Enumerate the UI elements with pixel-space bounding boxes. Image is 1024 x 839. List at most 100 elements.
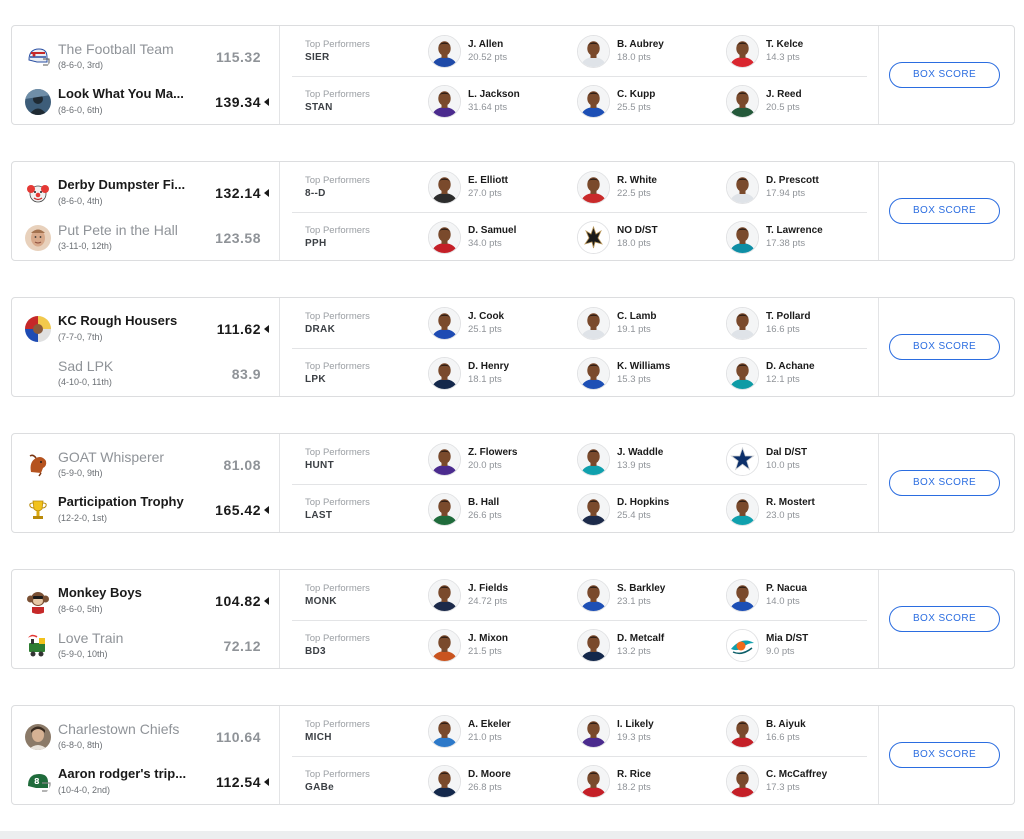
player-name[interactable]: J. Fields	[468, 583, 509, 594]
player-card[interactable]: I. Likely 19.3 pts	[577, 715, 717, 749]
player-name[interactable]: J. Waddle	[617, 447, 664, 458]
box-score-button[interactable]: BOX SCORE	[889, 742, 1000, 768]
player-card[interactable]: R. White 22.5 pts	[577, 171, 717, 205]
player-card[interactable]: J. Reed 20.5 pts	[726, 85, 866, 119]
team-name[interactable]: Put Pete in the Hall	[58, 222, 178, 238]
player-card[interactable]: D. Samuel 34.0 pts	[428, 221, 568, 255]
team-name[interactable]: Look What You Ma...	[58, 86, 184, 101]
player-card[interactable]: J. Mixon 21.5 pts	[428, 629, 568, 663]
player-name[interactable]: D. Metcalf	[617, 633, 665, 644]
player-card[interactable]: C. McCaffrey 17.3 pts	[726, 765, 866, 799]
player-card[interactable]: Dal D/ST 10.0 pts	[726, 443, 866, 477]
player-name[interactable]: J. Mixon	[468, 633, 509, 644]
player-card[interactable]: NO D/ST 18.0 pts	[577, 221, 717, 255]
team-row[interactable]: GOAT Whisperer (5-9-0, 9th) 81.08	[12, 448, 279, 488]
player-card[interactable]: P. Nacua 14.0 pts	[726, 579, 866, 613]
player-name[interactable]: J. Reed	[766, 89, 802, 100]
player-card[interactable]: T. Pollard 16.6 pts	[726, 307, 866, 341]
player-name[interactable]: C. McCaffrey	[766, 769, 828, 780]
player-card[interactable]: K. Williams 15.3 pts	[577, 357, 717, 391]
player-name[interactable]: B. Aiyuk	[766, 719, 806, 730]
player-name[interactable]: C. Kupp	[617, 89, 656, 100]
player-name[interactable]: B. Aubrey	[617, 39, 664, 50]
team-row[interactable]: Put Pete in the Hall (3-11-0, 12th) 123.58	[12, 221, 279, 261]
player-card[interactable]: C. Lamb 19.1 pts	[577, 307, 717, 341]
player-card[interactable]: E. Elliott 27.0 pts	[428, 171, 568, 205]
box-score-button[interactable]: BOX SCORE	[889, 198, 1000, 224]
team-name[interactable]: KC Rough Housers	[58, 313, 178, 328]
team-row[interactable]: KC Rough Housers (7-7-0, 7th) 111.62	[12, 312, 279, 352]
player-name[interactable]: L. Jackson	[468, 89, 520, 100]
player-card[interactable]: R. Rice 18.2 pts	[577, 765, 717, 799]
player-card[interactable]: J. Cook 25.1 pts	[428, 307, 568, 341]
player-card[interactable]: D. Metcalf 13.2 pts	[577, 629, 717, 663]
box-score-button[interactable]: BOX SCORE	[889, 606, 1000, 632]
team-row[interactable]: Love Train (5-9-0, 10th) 72.12	[12, 629, 279, 669]
player-name[interactable]: S. Barkley	[617, 583, 666, 594]
player-card[interactable]: S. Barkley 23.1 pts	[577, 579, 717, 613]
team-row[interactable]: The Football Team (8-6-0, 3rd) 115.32	[12, 40, 279, 80]
player-card[interactable]: B. Aubrey 18.0 pts	[577, 35, 717, 69]
player-card[interactable]: C. Kupp 25.5 pts	[577, 85, 717, 119]
player-name[interactable]: Dal D/ST	[766, 447, 808, 458]
player-name[interactable]: D. Prescott	[766, 175, 819, 186]
player-card[interactable]: T. Kelce 14.3 pts	[726, 35, 866, 69]
player-card[interactable]: Mia D/ST 9.0 pts	[726, 629, 866, 663]
player-card[interactable]: D. Hopkins 25.4 pts	[577, 493, 717, 527]
player-card[interactable]: B. Aiyuk 16.6 pts	[726, 715, 866, 749]
player-name[interactable]: K. Williams	[617, 361, 671, 372]
team-row[interactable]: Derby Dumpster Fi... (8-6-0, 4th) 132.14	[12, 176, 279, 216]
player-name[interactable]: D. Henry	[468, 361, 510, 372]
player-name[interactable]: E. Elliott	[468, 175, 508, 186]
player-card[interactable]: D. Henry 18.1 pts	[428, 357, 568, 391]
player-name[interactable]: T. Kelce	[766, 39, 804, 50]
team-row[interactable]: Sad LPK (4-10-0, 11th) 83.9	[12, 357, 279, 397]
player-name[interactable]: I. Likely	[617, 719, 654, 730]
player-card[interactable]: A. Ekeler 21.0 pts	[428, 715, 568, 749]
team-name[interactable]: Participation Trophy	[58, 494, 184, 509]
player-name[interactable]: Mia D/ST	[766, 633, 809, 644]
player-card[interactable]: D. Prescott 17.94 pts	[726, 171, 866, 205]
team-name[interactable]: Aaron rodger's trip...	[58, 766, 187, 781]
player-name[interactable]: T. Pollard	[766, 311, 811, 322]
team-row[interactable]: 8 Aaron rodger's trip... (10-4-0, 2nd) 112.…	[12, 765, 279, 805]
team-row[interactable]: Look What You Ma... (8-6-0, 6th) 139.34	[12, 85, 279, 125]
player-name[interactable]: J. Allen	[468, 39, 504, 50]
player-card[interactable]: Z. Flowers 20.0 pts	[428, 443, 568, 477]
player-card[interactable]: R. Mostert 23.0 pts	[726, 493, 866, 527]
player-card[interactable]: J. Waddle 13.9 pts	[577, 443, 717, 477]
box-score-button[interactable]: BOX SCORE	[889, 470, 1000, 496]
player-name[interactable]: NO D/ST	[617, 225, 658, 236]
team-name[interactable]: The Football Team	[58, 41, 174, 57]
player-name[interactable]: A. Ekeler	[468, 719, 511, 730]
player-name[interactable]: D. Hopkins	[617, 497, 670, 508]
player-card[interactable]: L. Jackson 31.64 pts	[428, 85, 568, 119]
player-card[interactable]: J. Fields 24.72 pts	[428, 579, 568, 613]
team-name[interactable]: Derby Dumpster Fi...	[58, 177, 186, 192]
player-card[interactable]: J. Allen 20.52 pts	[428, 35, 568, 69]
player-name[interactable]: C. Lamb	[617, 311, 657, 322]
player-name[interactable]: B. Hall	[468, 497, 500, 508]
player-name[interactable]: D. Achane	[766, 361, 815, 372]
box-score-button[interactable]: BOX SCORE	[889, 62, 1000, 88]
team-row[interactable]: Charlestown Chiefs (6-8-0, 8th) 110.64	[12, 720, 279, 760]
player-card[interactable]: T. Lawrence 17.38 pts	[726, 221, 866, 255]
team-row[interactable]: Monkey Boys (8-6-0, 5th) 104.82	[12, 584, 279, 624]
player-name[interactable]: J. Cook	[468, 311, 505, 322]
team-name[interactable]: Charlestown Chiefs	[58, 721, 180, 737]
player-name[interactable]: D. Samuel	[468, 225, 517, 236]
team-name[interactable]: GOAT Whisperer	[58, 449, 165, 465]
player-card[interactable]: B. Hall 26.6 pts	[428, 493, 568, 527]
player-name[interactable]: R. Mostert	[766, 497, 815, 508]
team-name[interactable]: Sad LPK	[58, 358, 114, 374]
team-row[interactable]: Participation Trophy (12-2-0, 1st) 165.42	[12, 493, 279, 533]
player-name[interactable]: T. Lawrence	[766, 225, 823, 236]
player-name[interactable]: R. Rice	[617, 769, 651, 780]
box-score-button[interactable]: BOX SCORE	[889, 334, 1000, 360]
player-name[interactable]: D. Moore	[468, 769, 511, 780]
player-name[interactable]: Z. Flowers	[468, 447, 518, 458]
player-card[interactable]: D. Moore 26.8 pts	[428, 765, 568, 799]
player-card[interactable]: D. Achane 12.1 pts	[726, 357, 866, 391]
player-name[interactable]: R. White	[617, 175, 657, 186]
player-name[interactable]: P. Nacua	[766, 583, 807, 594]
